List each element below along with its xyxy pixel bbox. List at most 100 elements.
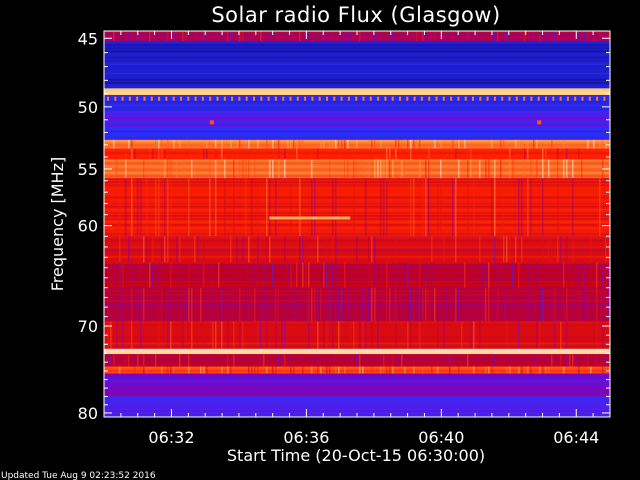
noise-streak bbox=[251, 366, 253, 374]
noise-streak bbox=[338, 366, 340, 374]
noise-streak bbox=[443, 236, 445, 263]
noise-streak bbox=[278, 287, 280, 322]
noise-streak bbox=[356, 139, 358, 149]
band-stripe bbox=[104, 34, 610, 37]
noise-streak bbox=[296, 139, 298, 149]
noise-streak bbox=[113, 31, 115, 42]
noise-streak bbox=[455, 178, 457, 237]
noise-streak bbox=[218, 262, 220, 288]
noise-streak bbox=[488, 159, 490, 179]
noise-streak bbox=[434, 139, 436, 149]
noise-streak bbox=[482, 262, 484, 288]
noise-streak bbox=[143, 236, 145, 263]
noise-streak bbox=[515, 287, 517, 322]
band-stripe bbox=[104, 348, 610, 352]
noise-streak bbox=[443, 321, 445, 349]
noise-streak bbox=[401, 139, 403, 149]
noise-streak bbox=[239, 139, 241, 149]
noise-streak bbox=[146, 366, 148, 374]
noise-streak bbox=[182, 31, 184, 42]
interference-dot bbox=[201, 96, 204, 101]
y-tick-label: 50 bbox=[78, 98, 98, 117]
noise-streak bbox=[131, 354, 133, 367]
noise-streak bbox=[491, 178, 493, 237]
noise-streak bbox=[503, 236, 505, 263]
noise-streak bbox=[302, 366, 304, 374]
noise-streak bbox=[503, 139, 505, 149]
noise-streak bbox=[251, 178, 253, 237]
noise-streak bbox=[389, 159, 391, 179]
noise-streak bbox=[224, 159, 226, 179]
noise-streak bbox=[587, 31, 589, 42]
interference-spot bbox=[537, 120, 542, 125]
noise-streak bbox=[422, 178, 424, 237]
noise-streak bbox=[164, 287, 166, 322]
interference-dot bbox=[384, 96, 387, 101]
noise-streak bbox=[302, 262, 304, 288]
noise-streak bbox=[335, 236, 337, 263]
noise-streak bbox=[284, 321, 286, 349]
noise-streak bbox=[113, 354, 115, 367]
axis-ticks: 45 50 55 60 70 80 06:32 06:36 06:40 06:44 bbox=[78, 29, 610, 447]
interference-dot bbox=[107, 96, 109, 101]
noise-streak bbox=[551, 139, 553, 149]
noise-streak bbox=[548, 236, 550, 263]
noise-streak bbox=[344, 139, 346, 149]
band-stripe bbox=[104, 82, 610, 84]
interference-dot bbox=[530, 96, 533, 101]
noise-streak bbox=[386, 262, 388, 288]
band-stripe bbox=[104, 107, 610, 110]
noise-streak bbox=[290, 139, 292, 149]
noise-streak bbox=[278, 159, 280, 179]
noise-streak bbox=[410, 321, 412, 349]
band-stripe bbox=[104, 275, 610, 277]
interference-dot bbox=[428, 96, 431, 101]
noise-streak bbox=[521, 178, 523, 237]
noise-streak bbox=[323, 321, 325, 349]
noise-streak bbox=[557, 31, 559, 42]
noise-streak bbox=[425, 178, 427, 237]
noise-streak bbox=[254, 287, 256, 322]
noise-streak bbox=[161, 139, 163, 149]
interference-dot bbox=[399, 96, 401, 101]
noise-streak bbox=[332, 178, 334, 237]
noise-streak bbox=[581, 159, 583, 179]
noise-streak bbox=[542, 31, 544, 42]
noise-streak bbox=[512, 262, 514, 288]
noise-streak bbox=[497, 287, 499, 322]
noise-streak bbox=[362, 287, 364, 322]
noise-streak bbox=[206, 366, 208, 374]
noise-streak bbox=[254, 159, 256, 179]
noise-streak bbox=[371, 139, 373, 149]
noise-streak bbox=[494, 354, 496, 367]
noise-streak bbox=[113, 262, 115, 288]
noise-streak bbox=[158, 148, 160, 160]
noise-streak bbox=[464, 262, 466, 288]
noise-streak bbox=[137, 287, 139, 322]
noise-streak bbox=[524, 366, 526, 374]
interference-dot bbox=[267, 96, 270, 101]
noise-streak bbox=[383, 354, 385, 367]
interference-dot bbox=[187, 96, 190, 101]
noise-streak bbox=[452, 178, 454, 237]
interference-dot bbox=[158, 96, 161, 101]
intensity-band bbox=[104, 236, 610, 263]
noise-streak bbox=[557, 148, 559, 160]
noise-streak bbox=[359, 321, 361, 349]
intensity-band bbox=[104, 262, 610, 288]
noise-streak bbox=[419, 139, 421, 149]
intensity-band bbox=[104, 348, 610, 355]
noise-streak bbox=[167, 178, 169, 237]
noise-streak bbox=[485, 366, 487, 374]
noise-streak bbox=[275, 287, 277, 322]
noise-streak bbox=[464, 139, 466, 149]
noise-streak bbox=[575, 354, 577, 367]
noise-streak bbox=[602, 139, 604, 149]
noise-streak bbox=[290, 178, 292, 237]
noise-streak bbox=[488, 262, 490, 288]
noise-streak bbox=[167, 287, 169, 322]
noise-streak bbox=[269, 31, 271, 42]
noise-streak bbox=[311, 178, 313, 237]
band-stripe bbox=[104, 152, 610, 155]
